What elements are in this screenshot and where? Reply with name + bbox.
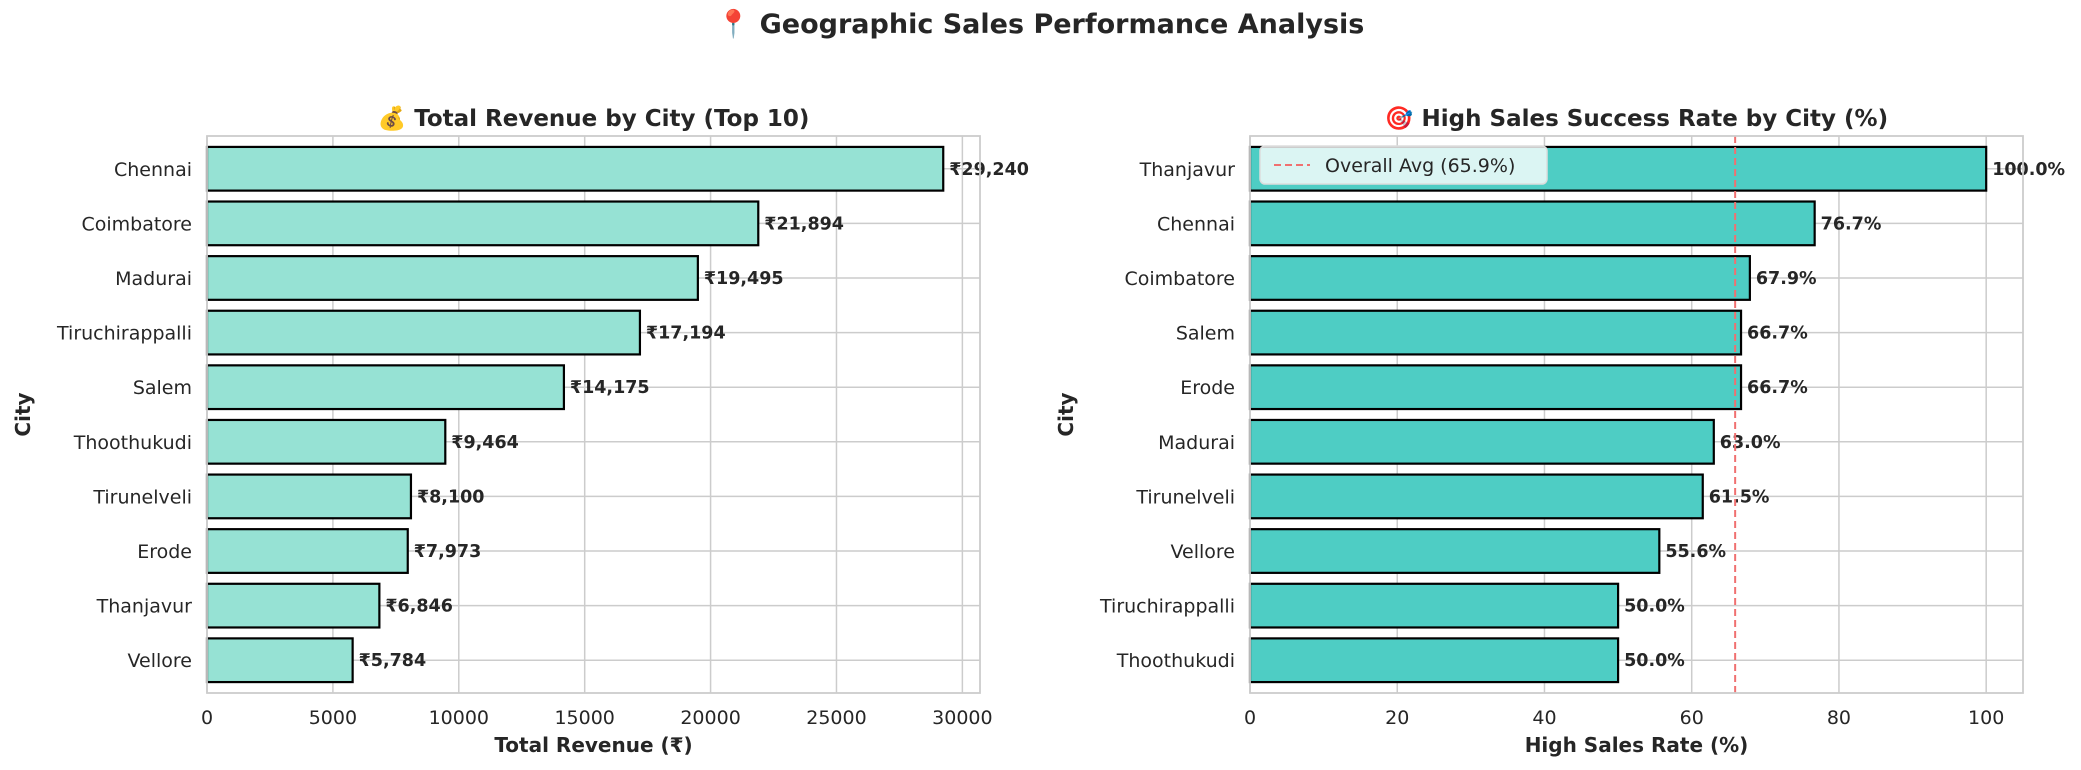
- data-label: ₹9,464: [451, 433, 519, 453]
- data-label: 66.7%: [1747, 324, 1808, 344]
- data-label: 55.6%: [1665, 542, 1726, 562]
- y-tick-label: Erode: [1180, 377, 1235, 399]
- chart-panel-1: 0 5000 10000 15000 20000 25000 30000 Chennai ₹29…: [11, 105, 1029, 757]
- legend-frame: [1259, 145, 1548, 185]
- bar-thanjavur: [205, 582, 381, 629]
- y-tick-label: Chennai: [1157, 213, 1235, 235]
- bar-tirunelveli: [1248, 473, 1704, 520]
- x-tick-label: 5000: [309, 707, 357, 729]
- x-tick-label: 20: [1385, 707, 1409, 729]
- bar-chennai: [1248, 200, 1816, 247]
- y-tick-label: Salem: [133, 377, 192, 399]
- y-tick-label: Thoothukudi: [1116, 650, 1235, 672]
- x-axis-label: Total Revenue (₹): [494, 733, 692, 757]
- bar-madurai: [1248, 418, 1715, 465]
- bar-coimbatore: [205, 200, 760, 247]
- bar-thoothukudi: [205, 418, 447, 465]
- data-label: ₹7,973: [414, 542, 482, 562]
- data-label: 100.0%: [1992, 160, 2065, 180]
- y-tick-label: Thanjavur: [96, 596, 193, 618]
- chart-panel-2: 0 20 40 60 80 100 Thanjavur 100.0% Chennai 76.7% C…: [1054, 105, 2065, 757]
- data-label: ₹17,194: [646, 324, 726, 344]
- y-axis-label: City: [11, 392, 35, 436]
- bar-tiruchirappalli: [205, 309, 642, 356]
- data-label: ₹14,175: [570, 378, 650, 398]
- y-tick-label: Erode: [137, 541, 192, 563]
- y-tick-label: Thoothukudi: [73, 432, 192, 454]
- data-label: ₹19,495: [704, 269, 784, 289]
- panel-title: 💰 Total Revenue by City (Top 10): [378, 105, 810, 132]
- x-tick-label: 10000: [429, 707, 489, 729]
- y-tick-label: Tiruchirappalli: [56, 323, 192, 345]
- y-tick-label: Madurai: [1158, 432, 1235, 454]
- data-label: ₹21,894: [764, 214, 844, 234]
- y-tick-label: Tirunelveli: [92, 486, 192, 508]
- x-tick-label: 80: [1827, 707, 1851, 729]
- bar-erode: [205, 528, 409, 574]
- x-tick-label: 0: [1244, 707, 1256, 729]
- x-axis-label: High Sales Rate (%): [1525, 733, 1749, 757]
- y-tick-label: Vellore: [1171, 541, 1235, 563]
- data-label: 50.0%: [1624, 597, 1685, 617]
- x-tick-label: 30000: [932, 707, 992, 729]
- y-tick-label: Coimbatore: [81, 213, 192, 235]
- bar-tirunelveli: [205, 473, 413, 520]
- data-label: 76.7%: [1821, 214, 1882, 234]
- data-label: 67.9%: [1756, 269, 1817, 289]
- y-tick-label: Madurai: [115, 268, 192, 290]
- bar-chennai: [205, 145, 945, 192]
- panel-title: 🎯 High Sales Success Rate by City (%): [1385, 105, 1888, 132]
- bar-vellore: [1248, 528, 1661, 574]
- bar-thoothukudi: [1248, 637, 1620, 684]
- y-tick-label: Tiruchirappalli: [1099, 596, 1235, 618]
- x-tick-label: 0: [201, 707, 213, 729]
- bar-salem: [1248, 309, 1743, 356]
- data-label: ₹6,846: [385, 597, 453, 617]
- y-tick-label: Tirunelveli: [1135, 486, 1235, 508]
- x-tick-label: 25000: [806, 707, 866, 729]
- y-tick-label: Salem: [1176, 323, 1235, 345]
- data-label: 63.0%: [1720, 433, 1781, 453]
- x-tick-label: 15000: [554, 707, 614, 729]
- legend: Overall Avg (65.9%): [1259, 145, 1548, 185]
- axes-frame: [1249, 135, 2024, 694]
- bar-tiruchirappalli: [1248, 582, 1620, 629]
- y-tick-label: Thanjavur: [1139, 159, 1236, 181]
- figure-title: 📍 Geographic Sales Performance Analysis: [716, 9, 1365, 40]
- legend-label: Overall Avg (65.9%): [1325, 155, 1515, 177]
- bar-coimbatore: [1248, 255, 1751, 301]
- x-tick-label: 60: [1680, 707, 1704, 729]
- data-label: ₹8,100: [417, 487, 485, 507]
- axes-frame: [206, 135, 981, 694]
- bar-vellore: [205, 637, 354, 684]
- data-label: 50.0%: [1624, 651, 1685, 671]
- bar-madurai: [205, 255, 699, 301]
- x-tick-label: 20000: [680, 707, 740, 729]
- x-tick-label: 40: [1532, 707, 1556, 729]
- y-axis-label: City: [1054, 392, 1078, 436]
- y-tick-label: Chennai: [114, 159, 192, 181]
- data-label: ₹29,240: [949, 160, 1029, 180]
- bar-salem: [205, 364, 566, 411]
- bar-erode: [1248, 364, 1743, 411]
- data-label: 66.7%: [1747, 378, 1808, 398]
- y-tick-label: Vellore: [128, 650, 192, 672]
- y-tick-label: Coimbatore: [1124, 268, 1235, 290]
- data-label: ₹5,784: [359, 651, 427, 671]
- data-label: 61.5%: [1709, 487, 1770, 507]
- x-tick-label: 100: [1968, 707, 2004, 729]
